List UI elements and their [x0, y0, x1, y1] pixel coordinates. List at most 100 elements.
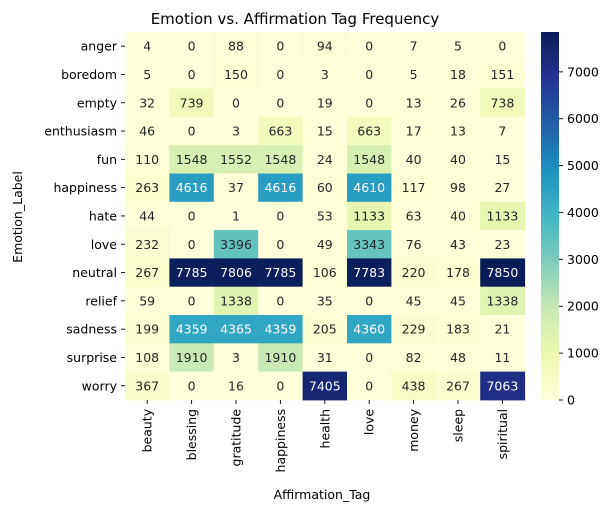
- cell-value-label: 7783: [353, 265, 385, 280]
- cell-value-label: 32: [139, 95, 155, 110]
- heatmap-cell: [258, 201, 304, 231]
- heatmap-cell: [213, 145, 259, 174]
- cell-value-label: 7785: [264, 265, 296, 280]
- y-tick-label: enthusiasm: [44, 124, 117, 139]
- heatmap-cell: [302, 258, 348, 288]
- y-tick-label: neutral: [72, 265, 117, 280]
- heatmap-cell: [125, 201, 170, 231]
- cell-value-label: 45: [406, 293, 422, 308]
- cell-value-label: 0: [365, 293, 373, 308]
- x-tick-label: health: [317, 409, 332, 449]
- heatmap-cell: [125, 32, 170, 61]
- heatmap-cell: [480, 145, 526, 174]
- heatmap-cell: [213, 315, 259, 344]
- cell-value-label: 5: [454, 39, 462, 54]
- cell-value-label: 18: [450, 67, 466, 82]
- heatmap-cell: [480, 88, 526, 118]
- cell-value-label: 4616: [176, 180, 208, 195]
- heatmap-cell: [169, 116, 215, 146]
- cell-value-label: 0: [365, 39, 373, 54]
- cell-value-label: 40: [450, 208, 466, 223]
- cell-value-label: 1910: [264, 350, 296, 365]
- heatmap-cell: [258, 60, 304, 90]
- heatmap-cell: [213, 343, 259, 373]
- heatmap-cell: [435, 258, 481, 288]
- cell-value-label: 232: [135, 237, 159, 252]
- heatmap-cell: [169, 286, 215, 316]
- colorbar: 0 1000 2000 3000 4000 5000 6000 7000: [541, 32, 599, 408]
- cell-value-label: 663: [357, 124, 381, 139]
- heatmap-cell: [435, 145, 481, 174]
- heatmap-cell: [347, 32, 392, 61]
- cell-value-label: 82: [406, 350, 422, 365]
- cell-value-label: 108: [135, 350, 159, 365]
- cell-value-label: 0: [276, 237, 284, 252]
- heatmap-cell: [435, 371, 481, 401]
- heatmap-cell: [391, 201, 437, 231]
- cell-value-label: 0: [188, 208, 196, 223]
- cell-value-label: 0: [188, 293, 196, 308]
- heatmap-cell: [258, 116, 304, 146]
- cell-value-label: 4616: [264, 180, 296, 195]
- heatmap-cell: [435, 88, 481, 118]
- heatmap-cell: [347, 173, 392, 203]
- cell-value-label: 229: [402, 322, 426, 337]
- heatmap-cell: [258, 32, 304, 61]
- cell-value-label: 106: [313, 265, 337, 280]
- cell-value-label: 0: [365, 95, 373, 110]
- heatmap-cell: [213, 371, 259, 401]
- cell-value-label: 26: [450, 95, 466, 110]
- cell-value-label: 0: [498, 39, 506, 54]
- colorbar-tick-label: 5000: [567, 158, 599, 173]
- cell-value-label: 35: [317, 293, 333, 308]
- cell-value-label: 5: [410, 67, 418, 82]
- cell-value-label: 43: [450, 237, 466, 252]
- heatmap-cell: [480, 286, 526, 316]
- cell-value-label: 21: [494, 322, 510, 337]
- cell-value-label: 7405: [309, 378, 341, 393]
- heatmap-cell: [302, 116, 348, 146]
- y-tick-label: hate: [89, 208, 117, 223]
- heatmap-cell: [347, 60, 392, 90]
- cell-value-label: 0: [276, 39, 284, 54]
- cell-value-label: 0: [188, 67, 196, 82]
- cell-value-label: 40: [450, 152, 466, 167]
- heatmap-cell: [258, 173, 304, 203]
- cell-value-label: 7063: [486, 378, 518, 393]
- cell-value-label: 0: [188, 237, 196, 252]
- y-tick-label: surprise: [67, 350, 118, 365]
- heatmap-cell: [169, 343, 215, 373]
- cell-value-label: 11: [494, 350, 510, 365]
- cell-value-label: 438: [402, 378, 426, 393]
- heatmap-cell: [258, 230, 304, 259]
- cell-value-label: 4: [143, 39, 151, 54]
- heatmap-cell: [302, 60, 348, 90]
- cell-value-label: 663: [268, 124, 292, 139]
- cell-value-label: 4610: [353, 180, 385, 195]
- heatmap-cell: [125, 258, 170, 288]
- heatmap-cell: [435, 116, 481, 146]
- heatmap-cell: [391, 173, 437, 203]
- cell-value-label: 3: [232, 124, 240, 139]
- cell-value-label: 98: [450, 180, 466, 195]
- cell-value-label: 0: [365, 350, 373, 365]
- cell-value-label: 267: [446, 378, 470, 393]
- heatmap-cell: [125, 173, 170, 203]
- cell-value-label: 178: [446, 265, 470, 280]
- heatmap-cell: [213, 286, 259, 316]
- heatmap-cell: [302, 32, 348, 61]
- cell-value-label: 27: [494, 180, 510, 195]
- heatmap-cell: [125, 88, 170, 118]
- heatmap-cell: [391, 88, 437, 118]
- cell-value-label: 16: [228, 378, 244, 393]
- y-tick-label: happiness: [53, 180, 117, 195]
- heatmap-cell: [213, 230, 259, 259]
- cell-value-label: 15: [494, 152, 510, 167]
- cell-value-label: 13: [450, 124, 466, 139]
- x-tick-label: sleep: [451, 409, 466, 442]
- heatmap-cell: [302, 173, 348, 203]
- heatmap-cell: [480, 371, 526, 401]
- heatmap-cell: [391, 286, 437, 316]
